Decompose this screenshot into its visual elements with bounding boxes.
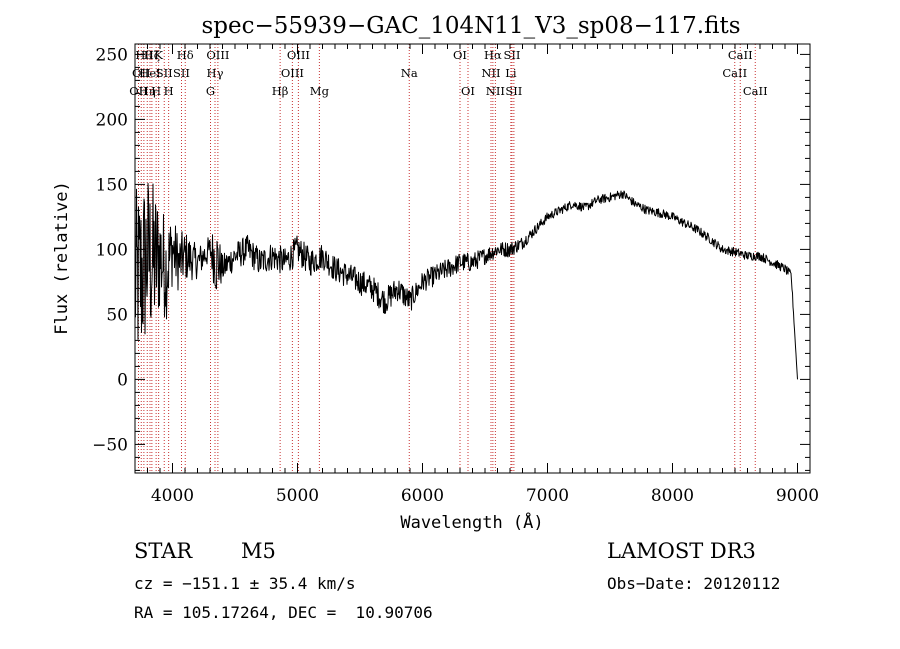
redshift-value: cz = −151.1 ± 35.4 km/s xyxy=(134,574,356,593)
spectral-line-label: CaII xyxy=(728,48,753,62)
spectral-line-label: NII xyxy=(486,84,505,98)
spectral-line-label: CaII xyxy=(743,84,768,98)
y-tick-label: 100 xyxy=(96,240,128,260)
spectral-line-label: SII xyxy=(156,66,173,80)
spectral-line-label: OI xyxy=(453,48,467,62)
spectral-line-label: G xyxy=(206,84,215,98)
y-tick-label: 200 xyxy=(96,110,128,130)
chart-title: spec−55939−GAC_104N11_V3_sp08−117.fits xyxy=(201,13,740,39)
y-axis-label: Flux (relative) xyxy=(52,181,72,335)
spectral-line-label: Mg xyxy=(310,84,330,98)
spectral-line-label: Hθ xyxy=(135,48,152,62)
spectral-line-label: CaII xyxy=(722,66,747,80)
series-flux xyxy=(134,182,798,380)
x-tick-label: 6000 xyxy=(401,486,444,506)
spectral-line-label: Hζ xyxy=(144,48,160,62)
y-tick-label: 0 xyxy=(117,370,128,390)
spectral-line-label: Hα xyxy=(484,48,502,62)
spectral-line-label: OIII xyxy=(206,48,229,62)
y-tick-label: 50 xyxy=(106,305,128,325)
spectral-line-label: OIII xyxy=(281,66,304,80)
y-tick-label: −50 xyxy=(92,435,128,455)
spectral-line-label: Hβ xyxy=(272,84,289,98)
observation-date: Obs−Date: 20120112 xyxy=(607,574,781,593)
x-tick-label: 4000 xyxy=(151,486,194,506)
x-tick-label: 8000 xyxy=(651,486,694,506)
spectral-line-label: H xyxy=(164,84,174,98)
spectral-line-label: Na xyxy=(401,66,418,80)
spectral-lines: OII OII Hθ Hη HeI Hζ H K SII H SII Hδ G Hγ OIII Hβ OIII O… xyxy=(129,44,768,473)
spectral-line-label: H xyxy=(151,84,161,98)
object-subclass: M5 xyxy=(241,539,276,563)
spectral-line-label: Hγ xyxy=(207,66,224,80)
x-tick-label: 9000 xyxy=(776,486,819,506)
spectral-line-label: Li xyxy=(505,66,517,80)
spectral-line-label: SII xyxy=(173,66,190,80)
spectral-line-label: SII xyxy=(504,48,521,62)
spectral-line-label: Hδ xyxy=(177,48,194,62)
spectral-line-label: NII xyxy=(481,66,500,80)
spectral-line-label: OII xyxy=(129,84,148,98)
x-tick-label: 5000 xyxy=(276,486,319,506)
x-axis-label: Wavelength (Å) xyxy=(400,511,543,533)
survey-name: LAMOST DR3 xyxy=(607,539,756,563)
spectral-line-label: K xyxy=(154,48,163,62)
object-class: STAR xyxy=(134,539,193,563)
spectral-line-label: OII xyxy=(132,66,151,80)
series-layer xyxy=(134,182,798,380)
y-tick-label: 150 xyxy=(96,175,128,195)
axis-ticks xyxy=(134,44,811,473)
x-tick-label: 7000 xyxy=(526,486,569,506)
spectral-line-label: Hη xyxy=(139,84,156,98)
spectral-line-label: OIII xyxy=(287,48,310,62)
spectral-line-label: OI xyxy=(461,84,475,98)
spectral-line-label: SII xyxy=(505,84,522,98)
y-tick-label: 250 xyxy=(96,45,128,65)
coordinates: RA = 105.17264, DEC = 10.90706 xyxy=(134,603,433,622)
axis-tick-labels: 4000 5000 6000 7000 8000 9000 −50 0 50 100 150 200 2… xyxy=(92,45,819,506)
spectral-line-label: HeI xyxy=(139,66,160,80)
